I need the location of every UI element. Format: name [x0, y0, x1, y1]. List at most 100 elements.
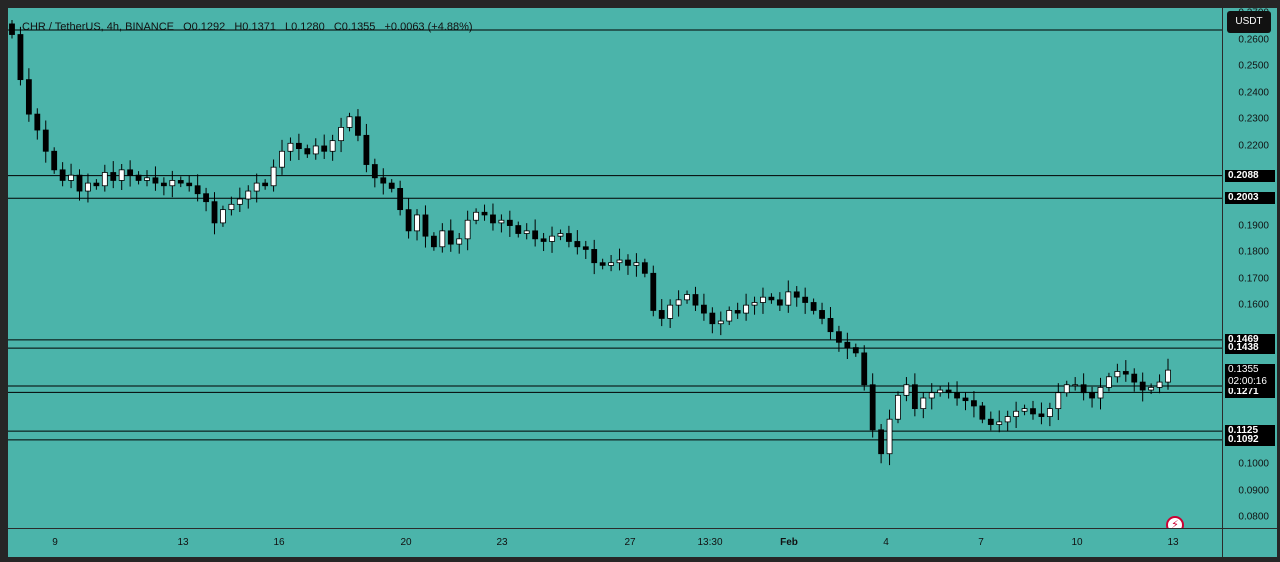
bear-candle-body: [836, 331, 842, 343]
candle: [85, 173, 91, 203]
candle: [895, 391, 901, 424]
candle: [194, 174, 201, 202]
bear-candle-body: [152, 177, 159, 184]
price-tick-label: 0.0900: [1238, 485, 1269, 497]
bear-candle-body: [1030, 408, 1036, 415]
bull-candle-body: [456, 238, 463, 245]
candle: [726, 306, 733, 326]
candle: [987, 411, 994, 431]
bull-candle-body: [523, 230, 530, 234]
bear-candle-body: [701, 304, 707, 314]
bear-candle-body: [734, 310, 741, 314]
bear-candle-body: [194, 185, 201, 195]
bull-candle-body: [886, 418, 893, 455]
bear-candle-body: [321, 145, 328, 152]
time-tick-label: 16: [273, 537, 285, 548]
time-tick-label: 9: [52, 537, 58, 548]
time-tick-label: 13: [1167, 537, 1179, 548]
candle: [270, 159, 277, 192]
currency-button[interactable]: USDT: [1227, 11, 1271, 33]
bear-candle-body: [878, 429, 885, 455]
candle: [1089, 386, 1095, 408]
candle: [262, 179, 269, 190]
candle: [490, 203, 496, 231]
bear-candle-body: [430, 235, 437, 248]
bear-candle-body: [42, 129, 49, 152]
bull-candle-body: [1148, 386, 1155, 391]
bull-candle-body: [118, 169, 125, 181]
bull-candle-body: [920, 397, 927, 410]
bull-candle-body: [667, 304, 674, 319]
candle: [59, 162, 66, 187]
bear-candle-body: [355, 116, 361, 136]
bear-candle-body: [810, 302, 817, 311]
bull-candle-body: [245, 190, 252, 200]
candle: [768, 293, 775, 304]
candle: [793, 286, 800, 307]
candle: [363, 123, 370, 173]
bull-candle-body: [1097, 386, 1104, 399]
candle: [135, 171, 142, 185]
level-price-label[interactable]: 0.2003: [1225, 192, 1275, 205]
bear-candle-body: [869, 384, 876, 431]
bull-candle-body: [228, 203, 235, 211]
candle: [591, 239, 598, 275]
candle: [498, 214, 505, 233]
bear-candle-body: [658, 310, 665, 319]
candle: [304, 144, 311, 158]
bull-candle-body: [903, 384, 910, 396]
bear-candle-body: [776, 299, 783, 306]
candle: [186, 175, 193, 192]
bull-candle-body: [270, 166, 277, 187]
candle: [861, 345, 868, 391]
level-price-label[interactable]: 0.1271: [1225, 386, 1275, 399]
level-price-label[interactable]: 0.1438: [1225, 342, 1275, 355]
price-axis[interactable]: USDT 0.2700 0.2600 0.2500 0.2400 0.2300 0.220…: [1222, 8, 1277, 528]
candle: [751, 296, 758, 315]
candle: [380, 168, 387, 195]
candle: [464, 210, 471, 251]
bull-candle-body: [717, 320, 724, 325]
bull-candle-body: [144, 177, 150, 181]
time-axis[interactable]: 9 13 16 20 23 27 13:30 Feb 4 7 10 13: [8, 528, 1222, 557]
chart-plot-area[interactable]: CHR / TetherUS, 4h, BINANCE O0.1292 H0.1…: [8, 8, 1222, 534]
bull-candle-body: [329, 140, 336, 152]
bear-candle-body: [1139, 381, 1146, 391]
candle: [776, 292, 783, 311]
bear-candle-body: [295, 142, 302, 150]
candle: [827, 307, 834, 340]
candle: [338, 117, 344, 153]
candle: [557, 229, 564, 241]
candle: [836, 325, 842, 352]
symbol-legend[interactable]: CHR / TetherUS, 4h, BINANCE O0.1292 H0.1…: [22, 21, 479, 33]
bull-candle-body: [1021, 408, 1028, 412]
candle: [1055, 383, 1062, 421]
candle: [1131, 368, 1138, 392]
bear-candle-body: [490, 214, 496, 224]
legend-symbol: CHR / TetherUS, 4h, BINANCE: [22, 21, 175, 33]
candle: [1106, 372, 1112, 392]
candle: [388, 179, 395, 193]
bear-candle-body: [371, 164, 378, 179]
bull-candle-body: [1072, 384, 1079, 387]
legend-low: L0.1280: [285, 21, 325, 33]
price-tick-label: 0.1600: [1238, 299, 1269, 311]
bear-candle-body: [591, 249, 598, 264]
candle: [236, 187, 243, 213]
bull-candle-body: [608, 262, 614, 266]
countdown-timer: 02:00:16: [1225, 376, 1275, 389]
bull-candle-body: [684, 294, 690, 301]
bear-candle-body: [110, 172, 117, 181]
candle: [650, 265, 657, 317]
candle: [810, 298, 817, 315]
price-tick-label: 0.1700: [1238, 273, 1269, 285]
candle: [920, 392, 927, 419]
level-price-label[interactable]: 0.1092: [1225, 433, 1275, 446]
candle: [228, 196, 235, 216]
level-price-label[interactable]: 0.2088: [1225, 169, 1275, 182]
candle: [1097, 377, 1104, 410]
candle: [515, 221, 522, 238]
candle: [447, 219, 454, 252]
time-tick-label: 4: [883, 537, 889, 548]
bull-candle-body: [557, 233, 564, 237]
